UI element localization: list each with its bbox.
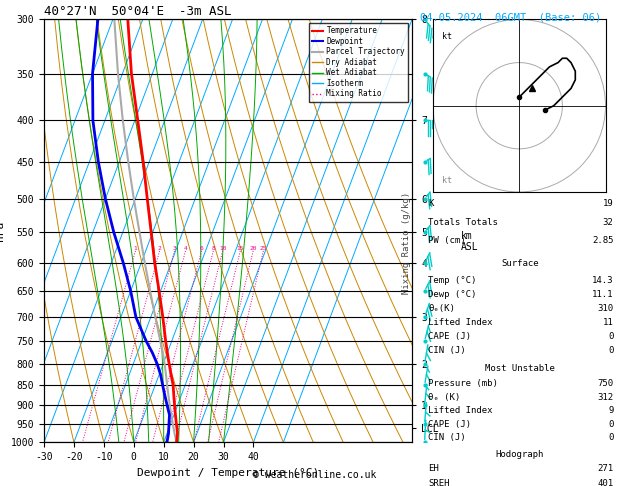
Text: 8: 8 <box>211 246 215 251</box>
Text: Surface: Surface <box>501 259 538 268</box>
Text: 312: 312 <box>598 393 613 401</box>
Text: 11.1: 11.1 <box>592 290 613 299</box>
Text: CAPE (J): CAPE (J) <box>428 420 471 429</box>
Text: Totals Totals: Totals Totals <box>428 218 498 227</box>
Text: 6: 6 <box>199 246 203 251</box>
Text: Dewp (°C): Dewp (°C) <box>428 290 477 299</box>
Text: K: K <box>428 199 433 208</box>
Text: 1: 1 <box>133 246 137 251</box>
Text: 271: 271 <box>598 465 613 473</box>
Text: 0: 0 <box>608 332 613 341</box>
Text: 11: 11 <box>603 318 613 327</box>
Text: 310: 310 <box>598 304 613 313</box>
Text: 9: 9 <box>608 406 613 415</box>
Text: 19: 19 <box>603 199 613 208</box>
Text: Temp (°C): Temp (°C) <box>428 276 477 285</box>
Legend: Temperature, Dewpoint, Parcel Trajectory, Dry Adiabat, Wet Adiabat, Isotherm, Mi: Temperature, Dewpoint, Parcel Trajectory… <box>309 23 408 102</box>
Y-axis label: km
ASL: km ASL <box>461 231 479 252</box>
Text: PW (cm): PW (cm) <box>428 237 465 245</box>
Text: 3: 3 <box>172 246 176 251</box>
Text: Hodograph: Hodograph <box>496 450 544 459</box>
Text: 4: 4 <box>184 246 187 251</box>
Text: 15: 15 <box>237 246 244 251</box>
Text: Lifted Index: Lifted Index <box>428 406 493 415</box>
Text: θₑ (K): θₑ (K) <box>428 393 460 401</box>
Text: 750: 750 <box>598 379 613 388</box>
Text: 14.3: 14.3 <box>592 276 613 285</box>
Text: kt: kt <box>442 33 452 41</box>
Text: 32: 32 <box>603 218 613 227</box>
Text: CIN (J): CIN (J) <box>428 346 465 355</box>
Text: © weatheronline.co.uk: © weatheronline.co.uk <box>253 469 376 480</box>
Text: 25: 25 <box>260 246 267 251</box>
Text: Mixing Ratio (g/kg): Mixing Ratio (g/kg) <box>402 192 411 294</box>
Text: kt: kt <box>442 176 452 185</box>
Text: 10: 10 <box>219 246 226 251</box>
Text: 0: 0 <box>608 434 613 442</box>
Text: 40°27'N  50°04'E  -3m ASL: 40°27'N 50°04'E -3m ASL <box>44 5 231 18</box>
Text: EH: EH <box>428 465 439 473</box>
Text: 0: 0 <box>608 346 613 355</box>
Text: Lifted Index: Lifted Index <box>428 318 493 327</box>
Y-axis label: hPa: hPa <box>0 221 5 241</box>
Text: 2.85: 2.85 <box>592 237 613 245</box>
Text: Pressure (mb): Pressure (mb) <box>428 379 498 388</box>
Text: CAPE (J): CAPE (J) <box>428 332 471 341</box>
Text: 401: 401 <box>598 479 613 486</box>
Text: 04.05.2024  06GMT  (Base: 06): 04.05.2024 06GMT (Base: 06) <box>420 12 601 22</box>
Text: 2: 2 <box>158 246 162 251</box>
Text: 20: 20 <box>249 246 257 251</box>
Text: 0: 0 <box>608 420 613 429</box>
Text: Most Unstable: Most Unstable <box>485 364 555 373</box>
Text: θₑ(K): θₑ(K) <box>428 304 455 313</box>
Text: CIN (J): CIN (J) <box>428 434 465 442</box>
X-axis label: Dewpoint / Temperature (°C): Dewpoint / Temperature (°C) <box>137 468 319 478</box>
Text: SREH: SREH <box>428 479 450 486</box>
